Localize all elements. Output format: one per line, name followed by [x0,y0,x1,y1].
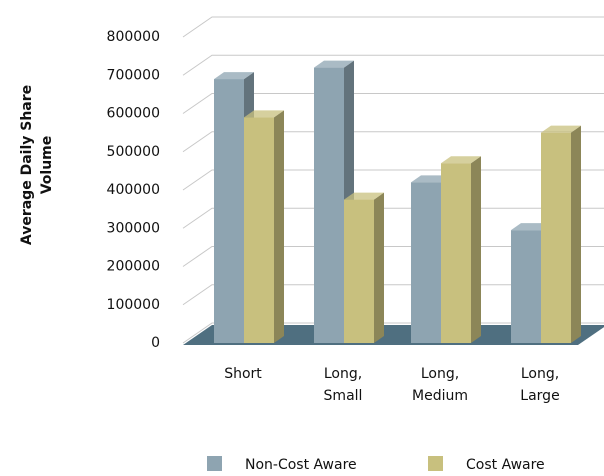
grid-line [182,54,604,76]
legend-swatch [207,456,222,471]
bar-front [441,163,471,343]
bar-side [571,125,581,343]
bar [344,192,384,343]
x-tick-label: Short [224,366,262,382]
y-tick-label: 600000 [107,106,160,122]
y-axis-label: Average Daily Share Volume [19,85,55,245]
bar-front [214,79,244,343]
y-tick-label: 200000 [107,259,160,275]
bar [441,156,481,343]
bar-front [541,132,571,343]
bar-front [511,230,541,343]
legend-label: Non-Cost Aware [245,457,357,473]
bar-front [411,182,441,343]
bar-side [274,110,284,343]
bar-side [374,192,384,343]
bar-top [314,60,354,68]
legend-swatch [428,456,443,471]
y-tick-label: 0 [151,335,160,351]
bar-top [541,125,581,133]
x-tick-label: Large [520,388,559,404]
floor [183,325,604,345]
x-tick-label: Long, [324,366,362,382]
grid-line [182,131,604,153]
legend-label: Cost Aware [466,457,545,473]
y-tick-label: 400000 [107,182,160,198]
bar-top [214,72,254,80]
y-axis-label-line: Volume [39,136,55,195]
bar [541,125,581,343]
y-tick-label: 100000 [107,297,160,313]
x-tick-label: Long, [421,366,459,382]
y-tick-label: 300000 [107,220,160,236]
y-tick-label: 700000 [107,67,160,83]
bar-side [471,156,481,343]
bar-top [244,110,284,118]
grid-line [182,16,604,38]
bar-front [244,117,274,343]
grid-line [182,93,604,114]
x-tick-label: Medium [412,388,468,404]
x-tick-label: Small [324,388,363,404]
bar-top [441,156,481,164]
bar [244,110,284,343]
x-tick-label: Long, [521,366,559,382]
y-tick-label: 500000 [107,144,160,160]
bar-front [314,67,344,343]
y-tick-label: 800000 [107,29,160,45]
bar-top [344,192,384,200]
bar-front [344,199,374,343]
y-axis-label-line: Average Daily Share [19,85,35,245]
